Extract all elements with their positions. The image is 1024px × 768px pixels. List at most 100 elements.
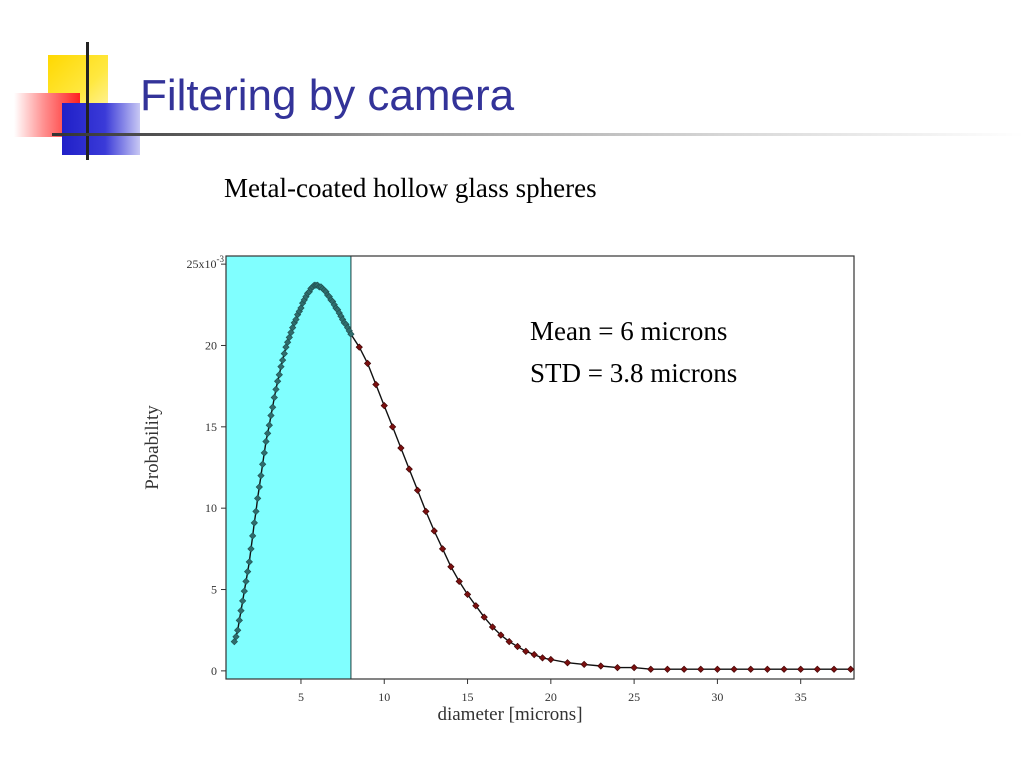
data-point: [252, 507, 260, 516]
data-point: [242, 577, 250, 586]
data-point: [647, 665, 655, 673]
decor-blue-square: [62, 103, 140, 155]
data-point: [447, 563, 455, 571]
data-point: [249, 532, 257, 540]
std-annotation: STD = 3.8 microns: [530, 358, 738, 388]
data-point: [430, 527, 438, 535]
data-point: [254, 494, 262, 503]
x-tick-label: 15: [462, 690, 474, 704]
data-point: [272, 385, 280, 394]
data-point: [235, 616, 243, 625]
y-tick-label: 25x10-3: [187, 254, 225, 271]
y-tick-label: 20: [205, 338, 217, 352]
data-point: [455, 577, 463, 586]
data-point: [488, 623, 497, 631]
x-tick-label: 10: [378, 690, 390, 704]
data-point: [297, 304, 305, 312]
data-point: [505, 637, 513, 646]
y-tick-label: 5: [211, 583, 217, 597]
x-tick-label: 35: [795, 690, 807, 704]
data-point: [262, 437, 270, 446]
data-point: [237, 607, 245, 615]
data-point: [547, 655, 555, 664]
data-point: [830, 665, 838, 673]
data-point: [259, 460, 267, 468]
data-point: [279, 356, 287, 364]
data-point: [245, 558, 253, 566]
data-point: [257, 472, 265, 480]
data-point: [472, 602, 480, 610]
data-point: [234, 626, 242, 634]
data-point: [530, 650, 538, 659]
data-point: [232, 633, 240, 641]
y-tick-label: 10: [205, 501, 217, 515]
data-point: [274, 377, 282, 385]
data-point: [260, 449, 268, 457]
camera-filter-band: [225, 255, 352, 680]
data-point: [244, 567, 252, 576]
data-point: [264, 429, 272, 437]
data-point: [270, 393, 278, 402]
y-exponent-superscript: -3: [217, 254, 225, 264]
data-point: [269, 403, 277, 411]
data-point: [239, 597, 247, 605]
x-tick-label: 5: [298, 690, 304, 704]
data-point: [363, 359, 372, 368]
data-point: [463, 590, 472, 599]
probability-chart: 0 5 10 15 20 25x10-3 5 10 15 20 25 30 35 diameter [mi…: [142, 254, 855, 725]
x-tick-label: 25: [628, 690, 640, 704]
x-tick-label: 20: [545, 690, 557, 704]
data-point: [713, 665, 722, 673]
data-point: [813, 665, 821, 673]
data-point: [597, 662, 605, 670]
slide-subtitle: Metal-coated hollow glass spheres: [224, 173, 597, 203]
decor-vertical-line: [86, 42, 89, 160]
data-point: [250, 519, 258, 527]
data-point: [513, 642, 522, 651]
slide-title: Filtering by camera: [140, 71, 515, 120]
data-point: [265, 421, 273, 429]
data-point: [697, 665, 705, 673]
data-point: [372, 380, 380, 389]
data-point: [797, 665, 805, 673]
data-point: [847, 665, 855, 673]
plot-frame: [225, 255, 855, 680]
data-point: [763, 665, 772, 673]
data-point: [680, 665, 688, 673]
data-point: [613, 663, 622, 672]
data-point: [563, 659, 572, 667]
data-point: [275, 371, 283, 379]
data-point: [730, 665, 738, 673]
y-tick-label: 0: [211, 664, 217, 678]
x-tick-label: 30: [711, 690, 723, 704]
data-point: [267, 411, 275, 420]
decor-title-underline: [52, 133, 1024, 136]
data-point: [497, 631, 505, 639]
data-point: [347, 330, 355, 338]
data-point: [355, 343, 363, 351]
data-point: [280, 349, 288, 358]
data-point: [388, 423, 397, 431]
data-point: [255, 483, 263, 491]
data-point: [287, 328, 295, 337]
data-point: [747, 665, 755, 673]
y-tick-label: 15: [205, 420, 217, 434]
data-point: [380, 402, 388, 410]
data-point: [538, 654, 547, 662]
data-point: [277, 363, 285, 371]
data-point: [247, 545, 255, 553]
data-point: [413, 486, 422, 494]
data-point: [663, 665, 672, 673]
y-axis-label: Probability: [142, 405, 163, 490]
mean-annotation: Mean = 6 microns: [530, 316, 728, 346]
data-point: [405, 465, 413, 473]
data-point: [438, 545, 447, 553]
data-point: [780, 665, 788, 673]
data-point: [282, 343, 290, 351]
data-point: [240, 587, 248, 595]
data-point: [522, 647, 530, 655]
data-point: [630, 663, 638, 672]
data-point: [580, 660, 588, 668]
data-point: [422, 507, 430, 516]
x-axis-label: diameter [microns]: [437, 704, 582, 725]
